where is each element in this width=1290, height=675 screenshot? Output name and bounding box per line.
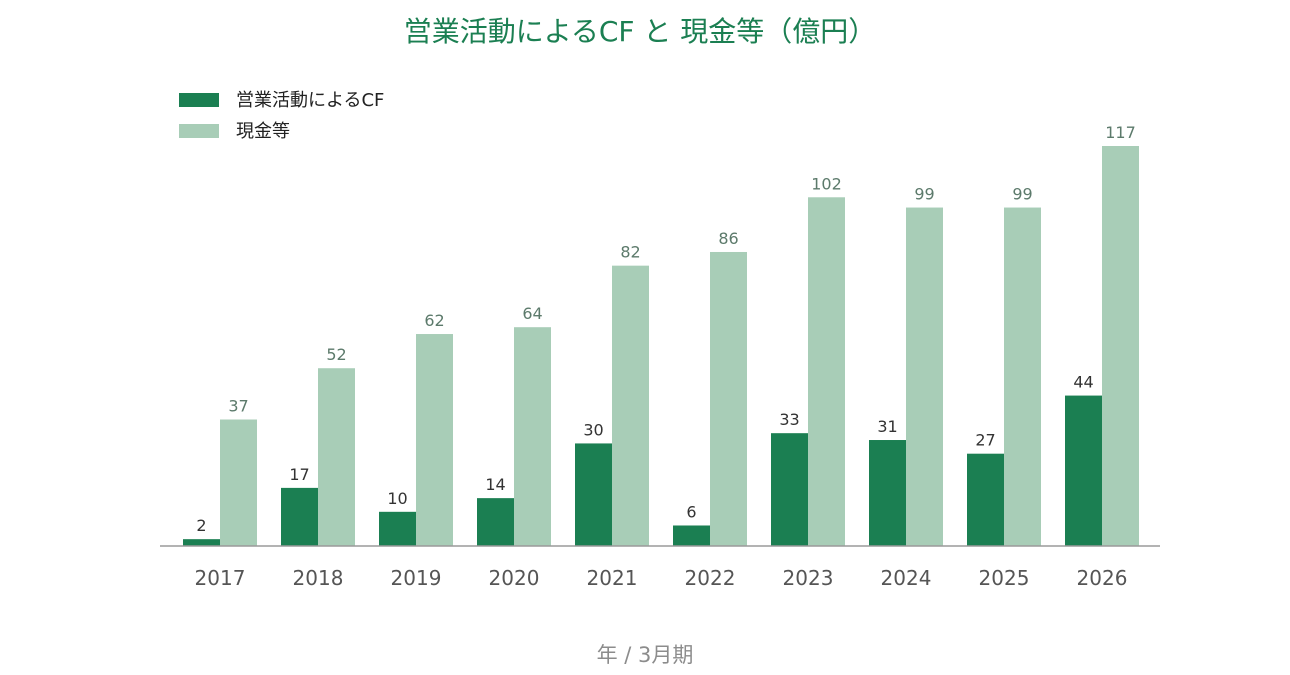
x-tick-label-2026: 2026 xyxy=(1077,566,1128,590)
bar-2023-series-1 xyxy=(771,433,808,546)
bar-2019-series-2 xyxy=(416,334,453,546)
legend-swatch-2 xyxy=(179,124,219,138)
chart-title: 営業活動によるCF と 現金等（億円） xyxy=(404,15,877,48)
x-tick-label-2018: 2018 xyxy=(293,566,344,590)
data-label-2018-series-2: 52 xyxy=(326,345,346,364)
data-label-2020-series-2: 64 xyxy=(522,304,542,323)
data-label-2018-series-1: 17 xyxy=(289,465,309,484)
data-label-2023-series-1: 33 xyxy=(779,410,799,429)
data-label-2017-series-1: 2 xyxy=(196,516,206,535)
bar-2021-series-1 xyxy=(575,443,612,546)
data-labels-group: 2 37 17 52 10 62 14 64 30 82 6 86 33 102 31 99 27 99 44 117 xyxy=(196,123,1135,535)
data-label-2019-series-1: 10 xyxy=(387,489,407,508)
x-axis-label: 年 / 3月期 xyxy=(597,643,694,667)
bar-2017-series-1 xyxy=(183,539,220,546)
data-label-2024-series-2: 99 xyxy=(914,185,934,204)
bar-2021-series-2 xyxy=(612,265,649,546)
bar-2025-series-2 xyxy=(1004,207,1041,547)
bar-2020-series-1 xyxy=(477,498,514,546)
legend-label-1: 営業活動によるCF xyxy=(236,90,384,111)
bar-2026-series-1 xyxy=(1065,395,1102,546)
bar-2025-series-1 xyxy=(967,453,1004,546)
data-label-2021-series-1: 30 xyxy=(583,420,603,439)
data-label-2017-series-2: 37 xyxy=(228,397,248,416)
x-tick-label-2023: 2023 xyxy=(783,566,834,590)
x-tick-label-2020: 2020 xyxy=(489,566,540,590)
bars-group xyxy=(183,146,1139,547)
x-tick-label-2024: 2024 xyxy=(881,566,932,590)
x-tick-label-2021: 2021 xyxy=(587,566,638,590)
data-label-2026-series-1: 44 xyxy=(1073,373,1093,392)
legend: 営業活動によるCF 現金等 xyxy=(179,90,384,142)
data-label-2022-series-1: 6 xyxy=(686,502,696,521)
bar-2017-series-2 xyxy=(220,419,257,546)
x-axis-ticks: 2017 2018 2019 2020 2021 2022 2023 2024 2025 2026 xyxy=(195,566,1128,590)
bar-2024-series-2 xyxy=(906,207,943,547)
x-tick-label-2022: 2022 xyxy=(685,566,736,590)
data-label-2021-series-2: 82 xyxy=(620,243,640,262)
bar-2022-series-1 xyxy=(673,525,710,546)
data-label-2026-series-2: 117 xyxy=(1105,123,1136,142)
data-label-2023-series-2: 102 xyxy=(811,174,842,193)
data-label-2025-series-1: 27 xyxy=(975,431,995,450)
bar-2026-series-2 xyxy=(1102,146,1139,546)
bar-2018-series-2 xyxy=(318,368,355,546)
x-tick-label-2019: 2019 xyxy=(391,566,442,590)
bar-2018-series-1 xyxy=(281,487,318,546)
data-label-2020-series-1: 14 xyxy=(485,475,505,494)
bar-2023-series-2 xyxy=(808,197,845,547)
bar-2022-series-2 xyxy=(710,251,747,546)
bar-2019-series-1 xyxy=(379,511,416,546)
data-label-2024-series-1: 31 xyxy=(877,417,897,436)
x-tick-label-2017: 2017 xyxy=(195,566,246,590)
data-label-2025-series-2: 99 xyxy=(1012,185,1032,204)
legend-swatch-1 xyxy=(179,93,219,107)
bar-2024-series-1 xyxy=(869,440,906,546)
legend-label-2: 現金等 xyxy=(236,121,290,142)
data-label-2022-series-2: 86 xyxy=(718,229,738,248)
x-tick-label-2025: 2025 xyxy=(979,566,1030,590)
bar-2020-series-2 xyxy=(514,327,551,546)
data-label-2019-series-2: 62 xyxy=(424,311,444,330)
